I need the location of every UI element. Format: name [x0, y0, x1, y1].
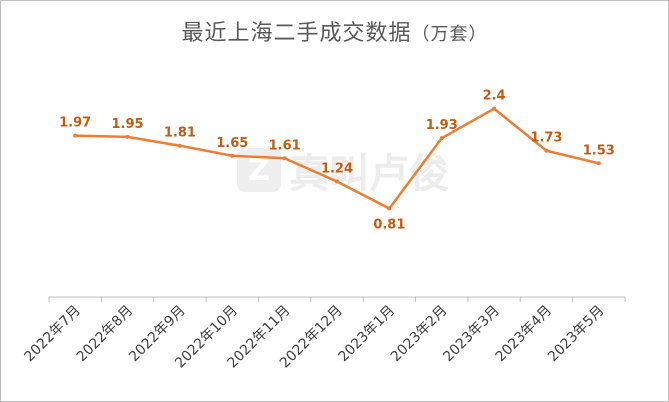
- data-point: [73, 133, 78, 138]
- data-label: 0.81: [373, 217, 405, 232]
- data-point: [282, 156, 287, 161]
- data-label: 1.65: [216, 136, 248, 151]
- data-label: 2.4: [483, 89, 506, 104]
- data-label: 1.93: [426, 118, 458, 133]
- data-label: 1.53: [583, 143, 615, 158]
- data-label: 1.61: [269, 138, 301, 153]
- chart-title: 最近上海二手成交数据（万套）: [1, 15, 668, 47]
- data-point: [230, 153, 235, 158]
- watermark: Z 真叫卢俊: [237, 141, 449, 199]
- data-point: [387, 206, 392, 211]
- watermark-text: 真叫卢俊: [289, 151, 449, 197]
- data-label: 1.24: [321, 161, 353, 176]
- data-point: [492, 106, 497, 111]
- data-point: [439, 136, 444, 141]
- x-tick-label: 2023年5月: [545, 303, 608, 366]
- data-point: [335, 179, 339, 184]
- chart-title-text: 最近上海二手成交数据: [181, 21, 412, 46]
- series-line: [75, 107, 600, 210]
- data-label: 1.81: [164, 126, 196, 141]
- data-point: [544, 148, 549, 153]
- data-point: [177, 143, 182, 148]
- data-point: [596, 161, 601, 166]
- data-point: [125, 134, 130, 139]
- data-label: 1.73: [530, 131, 562, 146]
- chart-title-unit: （万套）: [411, 24, 488, 45]
- data-label: 1.97: [59, 116, 91, 131]
- data-label: 1.95: [112, 117, 144, 132]
